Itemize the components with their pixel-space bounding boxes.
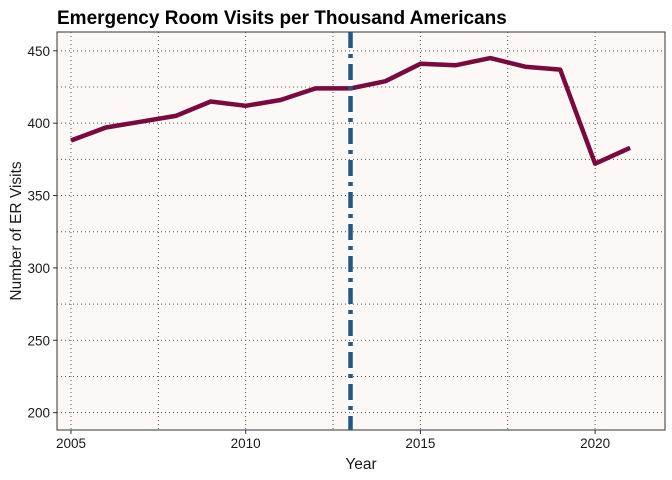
y-axis: 200 250 300 350 400 450 (27, 44, 57, 421)
x-tick-label: 2020 (580, 436, 610, 451)
series-group (70, 32, 632, 430)
x-axis-title: Year (345, 456, 376, 473)
y-tick-label: 300 (27, 261, 50, 276)
y-tick-label: 250 (27, 333, 50, 348)
chart-title: Emergency Room Visits per Thousand Ameri… (57, 8, 507, 29)
y-tick-label: 350 (27, 189, 50, 204)
x-axis: 2005 2010 2015 2020 (56, 430, 610, 451)
x-tick-label: 2015 (405, 436, 435, 451)
y-tick-label: 400 (27, 116, 50, 131)
y-axis-title: Number of ER Visits (8, 161, 25, 301)
plot-panel (56, 31, 666, 431)
x-tick-label: 2010 (231, 436, 261, 451)
y-tick-label: 200 (27, 406, 50, 421)
y-tick-label: 450 (27, 44, 50, 59)
x-tick-label: 2005 (56, 436, 86, 451)
